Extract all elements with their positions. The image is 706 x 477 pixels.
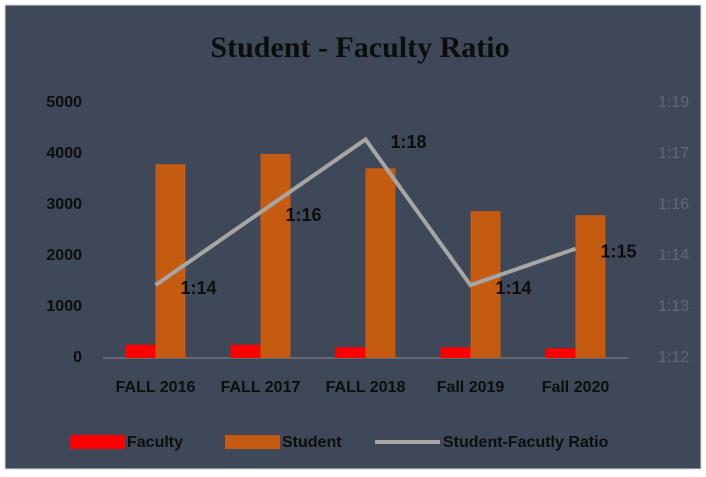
legend-swatch [225,435,280,449]
data-label: 1:16 [286,205,322,225]
y-tick-label: 1000 [46,298,82,315]
data-label: 1:14 [181,278,217,298]
data-label: 1:18 [391,132,427,152]
legend-swatch [70,435,125,449]
y2-tick-label: 1:19 [658,94,689,111]
x-tick-label: Fall 2020 [542,379,610,396]
bar [260,154,291,358]
bar [125,344,156,358]
bar [365,168,396,358]
x-tick-label: FALL 2018 [326,379,406,396]
bar [155,164,186,358]
x-tick-label: Fall 2019 [437,379,505,396]
y-tick-label: 2000 [46,247,82,264]
x-tick-label: FALL 2016 [116,379,196,396]
y-tick-label: 0 [73,349,82,366]
line [154,136,577,288]
bar [440,347,471,358]
bar [545,348,576,358]
legend-label: Student-Facutly Ratio [443,434,609,451]
bar [335,347,366,358]
y2-tick-label: 1:14 [658,247,689,264]
legend-label: Faculty [127,434,183,451]
bar [230,344,261,358]
y-tick-label: 5000 [46,94,82,111]
y2-tick-label: 1:12 [658,349,689,366]
y2-tick-label: 1:17 [658,145,689,162]
legend-label: Student [282,434,342,451]
bar [575,215,606,358]
y2-tick-label: 1:16 [658,196,689,213]
data-label: 1:14 [496,278,532,298]
chart-title: Student - Faculty Ratio [210,31,509,64]
y2-tick-label: 1:13 [658,298,689,315]
data-label: 1:15 [601,241,637,261]
y-tick-label: 3000 [46,196,82,213]
y-tick-label: 4000 [46,145,82,162]
x-tick-label: FALL 2017 [221,379,301,396]
